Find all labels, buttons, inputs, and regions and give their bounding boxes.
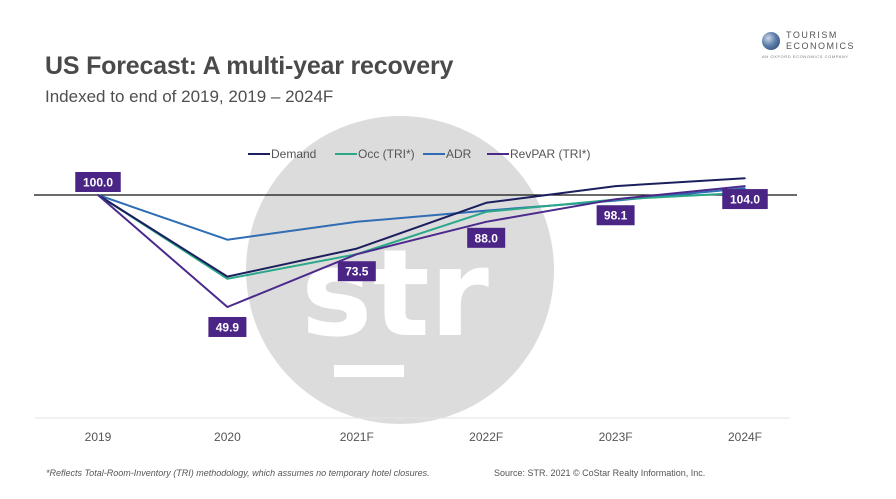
data-label: 104.0 [722, 189, 768, 210]
data-label: 100.0 [75, 172, 121, 192]
logo-tagline: AN OXFORD ECONOMICS COMPANY [762, 54, 849, 59]
x-tick-label: 2020 [214, 430, 241, 444]
data-point-demand [614, 185, 617, 187]
footnote: *Reflects Total-Room-Inventory (TRI) met… [46, 468, 430, 478]
globe-icon [762, 32, 780, 50]
legend-item-occ-tri: Occ (TRI*) [335, 147, 415, 161]
data-point-revpar-tri [485, 221, 488, 223]
logo-line-2: ECONOMICS [786, 41, 856, 51]
data-label-text: 49.9 [216, 320, 240, 334]
legend-label: Demand [271, 147, 316, 161]
x-tick-label: 2019 [85, 430, 112, 444]
x-tick-label: 2022F [469, 430, 503, 444]
data-point-demand [485, 202, 488, 204]
data-point-adr [226, 238, 229, 241]
data-label: 73.5 [337, 261, 376, 282]
str-watermark: str [246, 116, 554, 424]
data-point-revpar-tri [226, 306, 229, 308]
data-point-revpar-tri [614, 198, 617, 201]
watermark-text: str [301, 225, 489, 364]
legend-item-adr: ADR [423, 147, 472, 161]
legend-label: Occ (TRI*) [358, 147, 415, 161]
watermark-underline [334, 365, 404, 377]
data-point-demand [226, 275, 229, 278]
data-label-text: 88.0 [475, 231, 499, 245]
data-label-box [722, 189, 768, 210]
data-label-text: 100.0 [83, 176, 113, 190]
series-layer [97, 177, 746, 308]
data-label-box [337, 261, 376, 282]
data-label-box [596, 205, 635, 226]
data-point-occ-tri [226, 278, 229, 280]
page-title: US Forecast: A multi-year recovery [45, 52, 454, 80]
x-tick-layer: 2019 2020 2021F 2022F 2023F 2024F [85, 430, 762, 444]
data-point-demand [744, 177, 746, 180]
data-point-revpar-tri [97, 194, 99, 196]
legend-label: ADR [446, 147, 472, 161]
tourism-economics-logo: TOURISM ECONOMICS AN OXFORD ECONOMICS CO… [762, 30, 872, 64]
x-tick-label: 2021F [340, 430, 374, 444]
data-label-text: 98.1 [604, 209, 628, 223]
legend-label: RevPAR (TRI*) [510, 147, 590, 161]
data-label-text: 104.0 [730, 193, 760, 207]
source-note: Source: STR. 2021 © CoStar Realty Inform… [494, 468, 706, 478]
data-point-adr [356, 221, 358, 223]
page-subtitle: Indexed to end of 2019, 2019 – 2024F [45, 87, 334, 106]
data-point-adr [744, 187, 746, 190]
data-label: 98.1 [596, 205, 635, 226]
series-line-revpar-tri [97, 185, 746, 308]
data-point-revpar-tri [356, 253, 358, 256]
data-point-revpar-tri [744, 185, 746, 187]
data-label-box [75, 172, 121, 192]
x-tick-label: 2024F [728, 430, 762, 444]
data-label-layer: 100.0 49.9 73.5 88.0 98.1 104.0 [75, 172, 768, 337]
data-label: 49.9 [208, 316, 247, 337]
data-label-text: 73.5 [345, 265, 369, 279]
data-point-demand [356, 247, 358, 250]
data-label-box [467, 227, 506, 248]
legend-item-revpar-tri: RevPAR (TRI*) [487, 147, 590, 161]
series-line-occ-tri [97, 191, 746, 280]
x-tick-label: 2023F [599, 430, 633, 444]
data-label-box [208, 316, 247, 337]
watermark-circle [246, 116, 554, 424]
logo-line-1: TOURISM [786, 30, 838, 40]
legend: Demand Occ (TRI*) ADR RevPAR (TRI*) [248, 147, 590, 161]
data-point-occ-tri [485, 210, 488, 213]
data-label: 88.0 [467, 227, 506, 248]
legend-item-demand: Demand [248, 147, 316, 161]
series-line-demand [97, 177, 746, 278]
